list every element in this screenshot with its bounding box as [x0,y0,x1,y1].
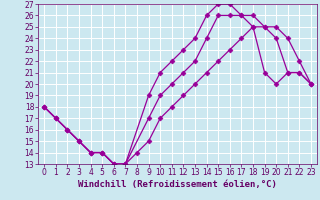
X-axis label: Windchill (Refroidissement éolien,°C): Windchill (Refroidissement éolien,°C) [78,180,277,189]
